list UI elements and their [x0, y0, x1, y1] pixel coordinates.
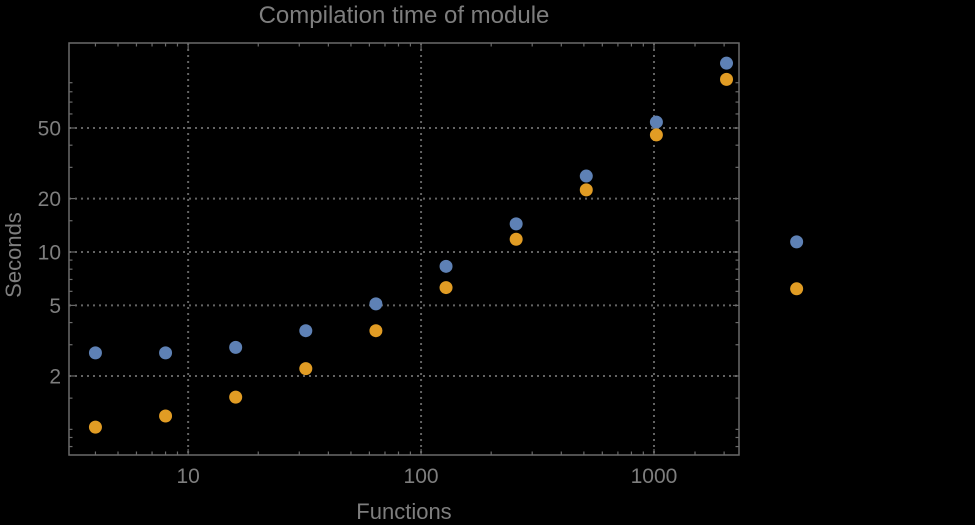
data-point-orange	[720, 72, 734, 86]
series-orange	[88, 72, 804, 434]
data-point-blue	[369, 297, 383, 311]
x-axis-label: Functions	[356, 499, 452, 524]
data-point-blue	[229, 340, 243, 354]
data-point-blue	[88, 346, 102, 360]
data-point-blue	[720, 56, 734, 70]
data-point-blue	[790, 235, 804, 249]
data-point-blue	[299, 324, 313, 338]
data-point-orange	[439, 281, 453, 295]
y-tick-label: 10	[38, 241, 61, 264]
data-point-orange	[369, 324, 383, 338]
y-tick-label: 2	[49, 365, 61, 388]
data-point-orange	[790, 282, 804, 296]
data-point-blue	[159, 346, 173, 360]
data-point-blue	[509, 217, 523, 231]
y-tick-label: 50	[38, 117, 61, 140]
data-point-orange	[509, 232, 523, 246]
x-tick-label: 1000	[631, 465, 678, 488]
data-point-orange	[88, 420, 102, 434]
data-point-orange	[299, 362, 313, 376]
axis-ticks	[69, 43, 739, 455]
data-point-blue	[579, 169, 593, 183]
x-tick-label: 10	[176, 465, 199, 488]
data-point-orange	[579, 183, 593, 197]
data-point-blue	[439, 259, 453, 273]
data-point-blue	[649, 115, 663, 129]
gridlines	[69, 43, 739, 455]
data-point-orange	[649, 128, 663, 142]
x-tick-label: 100	[404, 465, 439, 488]
plot-frame	[68, 42, 740, 456]
data-point-orange	[159, 409, 173, 423]
series-blue	[88, 56, 804, 360]
y-tick-label: 5	[49, 295, 61, 318]
data-point-orange	[229, 390, 243, 404]
tick-labels: 10 100 1000 2 5 10 20 50	[38, 117, 678, 488]
chart-title: Compilation time of module	[258, 2, 550, 29]
y-tick-label: 20	[38, 188, 61, 211]
